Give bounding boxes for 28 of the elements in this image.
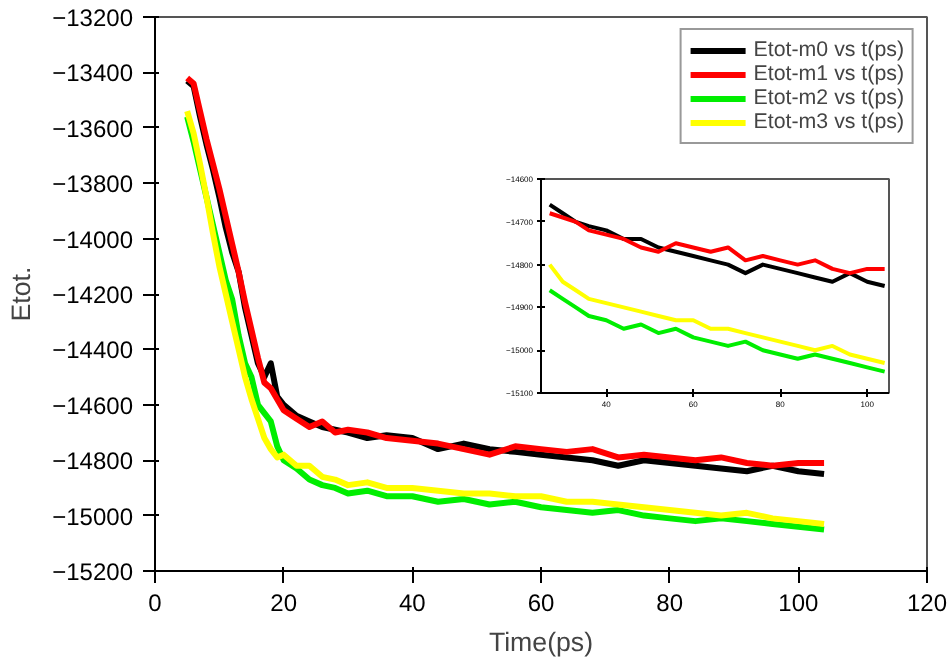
x-tick-label: 20 bbox=[270, 589, 298, 617]
x-axis-title: Time(ps) bbox=[488, 627, 594, 657]
x-tick-label: 60 bbox=[527, 589, 555, 617]
line-series bbox=[547, 262, 887, 366]
y-tick-label: −13800 bbox=[52, 170, 134, 199]
y-tick-label: −14200 bbox=[52, 281, 134, 309]
y-tick-label: −14400 bbox=[52, 336, 134, 365]
legend-label: Etot-m3 vs t(ps) bbox=[753, 110, 904, 134]
x-tick-label: 40 bbox=[398, 589, 427, 617]
y-tick-label: −14600 bbox=[52, 391, 134, 420]
legend-label: Etot-m0 vs t(ps) bbox=[753, 38, 904, 62]
y-tick-label: −13200 bbox=[52, 4, 134, 32]
legend-label: Etot-m1 vs t(ps) bbox=[753, 62, 904, 86]
y-axis-title: Etot. bbox=[6, 266, 37, 322]
line-series bbox=[547, 288, 887, 374]
legend-label: Etot-m2 vs t(ps) bbox=[753, 86, 904, 110]
y-tick-label: −14800 bbox=[52, 447, 134, 476]
line-series bbox=[547, 202, 887, 288]
x-tick-label: 120 bbox=[906, 589, 948, 617]
line-series bbox=[547, 211, 887, 276]
x-tick-label: 100 bbox=[778, 589, 820, 617]
y-tick-label: −14000 bbox=[52, 225, 134, 254]
y-tick-label: −13600 bbox=[52, 114, 134, 143]
y-tick-label: −15000 bbox=[52, 502, 134, 531]
x-tick-label: 80 bbox=[656, 589, 684, 617]
y-tick-label: −13400 bbox=[52, 59, 134, 88]
x-tick-label: 0 bbox=[148, 589, 163, 617]
y-tick-label: −15200 bbox=[52, 558, 134, 586]
